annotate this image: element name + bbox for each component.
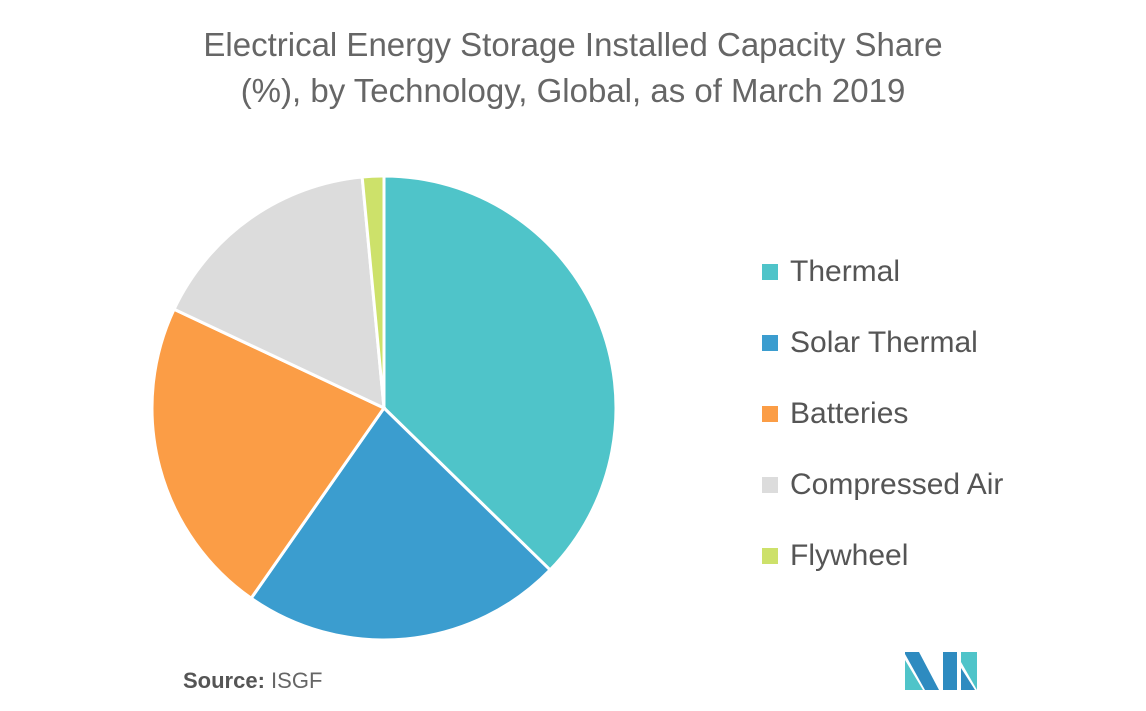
legend-item: Compressed Air [762,449,1003,520]
source-note: Source: ISGF [183,668,322,694]
pie-slice-compressed-air [172,175,386,411]
pie-slice-solar-thermal [249,405,553,642]
legend-swatch [762,405,778,422]
legend-item: Flywheel [762,520,1003,591]
pie-slice-thermal [382,174,618,573]
title-line-1: Electrical Energy Storage Installed Capa… [203,26,943,63]
legend-label: Flywheel [790,538,909,572]
legend-swatch [762,476,778,493]
chart-title: Electrical Energy Storage Installed Capa… [0,22,1146,114]
legend-item: Batteries [762,378,1003,449]
legend-swatch [762,263,778,280]
source-value: ISGF [271,668,323,693]
legend-label: Solar Thermal [790,325,978,359]
legend-item: Thermal [762,236,1003,307]
legend-item: Solar Thermal [762,307,1003,378]
legend-label: Thermal [790,254,901,288]
legend-swatch [762,334,778,351]
logo-icon [905,652,977,690]
source-label: Source: [183,668,265,693]
legend-swatch [762,547,778,564]
legend-label: Batteries [790,396,909,430]
legend-label: Compressed Air [790,467,1004,501]
legend: Thermal Solar Thermal Batteries Compress… [762,236,1003,591]
pie-slice-flywheel [360,174,386,409]
title-line-2: (%), by Technology, Global, as of March … [240,72,906,109]
